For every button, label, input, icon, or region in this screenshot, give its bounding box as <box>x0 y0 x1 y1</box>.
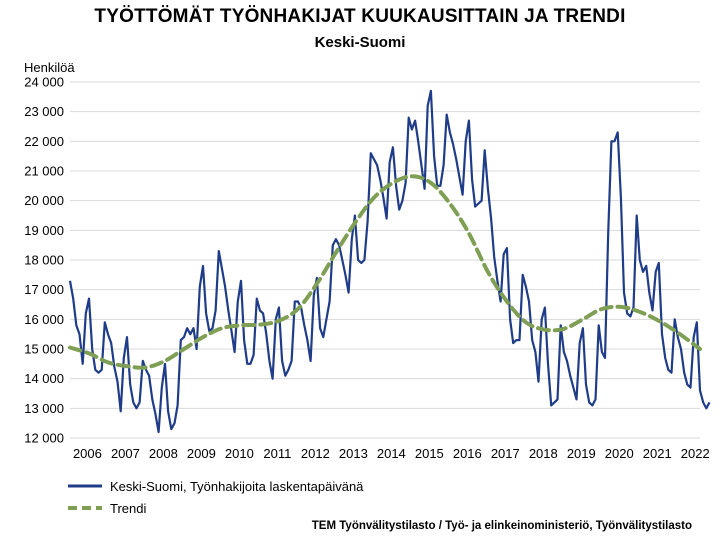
y-tick-label: 24 000 <box>24 75 64 90</box>
x-tick-label: 2012 <box>301 446 330 461</box>
legend-swatch-trend <box>68 506 102 510</box>
x-tick-label: 2009 <box>187 446 216 461</box>
y-axis-ticks: 12 000 13 000 14 000 15 000 16 000 17 000 18 0… <box>24 75 64 446</box>
x-tick-label: 2006 <box>73 446 102 461</box>
y-tick-label: 16 000 <box>24 312 64 327</box>
legend-label-monthly: Keski-Suomi, Työnhakijoita laskentapäivä… <box>110 478 364 494</box>
x-axis-ticks: 2006 2007 2008 2009 2010 2011 2012 2013 2014 2015… <box>73 446 710 461</box>
x-tick-label: 2017 <box>491 446 520 461</box>
x-tick-label: 2020 <box>605 446 634 461</box>
y-tick-label: 15 000 <box>24 342 64 357</box>
y-tick-label: 13 000 <box>24 401 64 416</box>
grid-lines <box>70 81 700 439</box>
x-tick-label: 2008 <box>149 446 178 461</box>
y-tick-label: 19 000 <box>24 223 64 238</box>
y-tick-label: 23 000 <box>24 104 64 119</box>
legend-entry-monthly: Keski-Suomi, Työnhakijoita laskentapäivä… <box>68 476 363 496</box>
x-tick-label: 2019 <box>567 446 596 461</box>
chart-title: TYÖTTÖMÄT TYÖNHAKIJAT KUUKAUSITTAIN JA T… <box>94 6 626 27</box>
legend: Keski-Suomi, Työnhakijoita laskentapäivä… <box>68 476 363 520</box>
series-line-trend <box>68 174 702 370</box>
series-line-monthly <box>68 89 711 434</box>
x-tick-label: 2018 <box>529 446 558 461</box>
y-tick-label: 18 000 <box>24 253 64 268</box>
x-tick-label: 2022 <box>681 446 710 461</box>
y-tick-label: 22 000 <box>24 134 64 149</box>
y-tick-label: 21 000 <box>24 164 64 179</box>
legend-label-trend: Trendi <box>110 500 147 516</box>
x-tick-label: 2015 <box>415 446 444 461</box>
x-tick-label: 2013 <box>339 446 368 461</box>
series-group <box>68 89 711 434</box>
y-tick-label: 14 000 <box>24 371 64 386</box>
legend-entry-trend: Trendi <box>68 498 363 518</box>
x-tick-label: 2014 <box>377 446 406 461</box>
line-chart: 12 000 13 000 14 000 15 000 16 000 17 000 18 0… <box>24 75 711 461</box>
y-tick-label: 20 000 <box>24 193 64 208</box>
legend-swatch-monthly <box>68 484 102 488</box>
x-tick-label: 2010 <box>225 446 254 461</box>
x-tick-label: 2011 <box>263 446 291 461</box>
x-tick-label: 2016 <box>453 446 482 461</box>
y-axis-label: Henkilöä <box>24 60 75 75</box>
y-tick-label: 12 000 <box>24 431 64 446</box>
y-tick-label: 17 000 <box>24 282 64 297</box>
source-note: TEM Työnvälitystilasto / Työ- ja elinkei… <box>311 520 692 532</box>
chart-subtitle: Keski-Suomi <box>314 34 406 51</box>
x-tick-label: 2021 <box>643 446 672 461</box>
x-tick-label: 2007 <box>111 446 140 461</box>
